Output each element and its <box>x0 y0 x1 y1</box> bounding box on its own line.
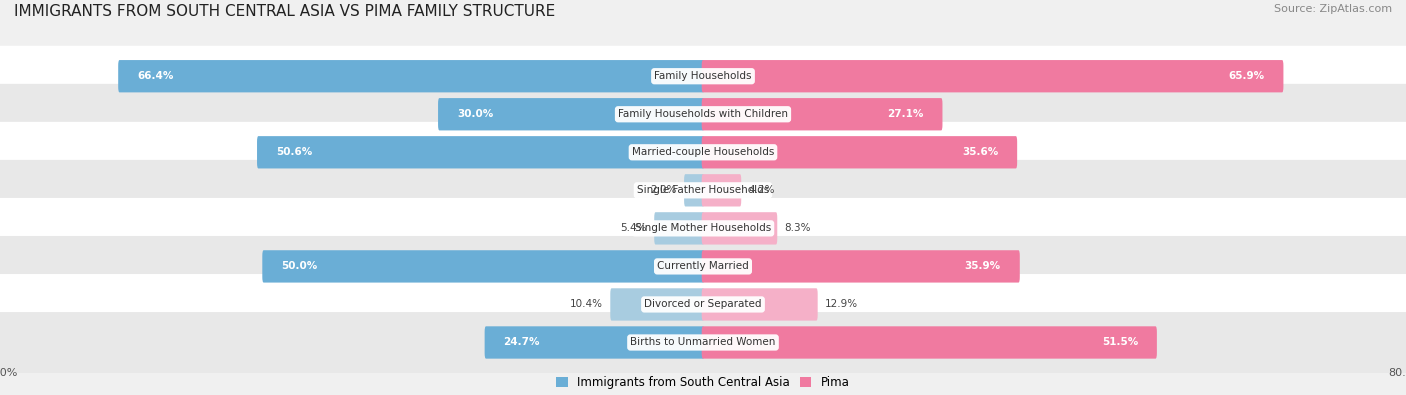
Text: Family Households with Children: Family Households with Children <box>619 109 787 119</box>
FancyBboxPatch shape <box>702 98 942 130</box>
Text: 50.6%: 50.6% <box>276 147 312 157</box>
Text: IMMIGRANTS FROM SOUTH CENTRAL ASIA VS PIMA FAMILY STRUCTURE: IMMIGRANTS FROM SOUTH CENTRAL ASIA VS PI… <box>14 4 555 19</box>
FancyBboxPatch shape <box>702 212 778 245</box>
Text: 65.9%: 65.9% <box>1229 71 1264 81</box>
Text: 5.4%: 5.4% <box>620 223 647 233</box>
Text: 12.9%: 12.9% <box>825 299 858 309</box>
FancyBboxPatch shape <box>0 84 1406 145</box>
Text: 30.0%: 30.0% <box>457 109 494 119</box>
Text: 27.1%: 27.1% <box>887 109 924 119</box>
Text: 2.0%: 2.0% <box>650 185 676 196</box>
Text: Single Mother Households: Single Mother Households <box>636 223 770 233</box>
FancyBboxPatch shape <box>263 250 704 282</box>
FancyBboxPatch shape <box>702 288 818 321</box>
FancyBboxPatch shape <box>485 326 704 359</box>
Text: Source: ZipAtlas.com: Source: ZipAtlas.com <box>1274 4 1392 14</box>
FancyBboxPatch shape <box>702 136 1017 168</box>
Text: 50.0%: 50.0% <box>281 261 318 271</box>
FancyBboxPatch shape <box>654 212 704 245</box>
Text: 35.6%: 35.6% <box>962 147 998 157</box>
FancyBboxPatch shape <box>439 98 704 130</box>
Text: Single Father Households: Single Father Households <box>637 185 769 196</box>
FancyBboxPatch shape <box>0 236 1406 297</box>
Text: Births to Unmarried Women: Births to Unmarried Women <box>630 337 776 348</box>
Text: Married-couple Households: Married-couple Households <box>631 147 775 157</box>
FancyBboxPatch shape <box>0 312 1406 373</box>
FancyBboxPatch shape <box>0 122 1406 183</box>
FancyBboxPatch shape <box>0 46 1406 107</box>
FancyBboxPatch shape <box>118 60 704 92</box>
Text: 35.9%: 35.9% <box>965 261 1001 271</box>
FancyBboxPatch shape <box>610 288 704 321</box>
FancyBboxPatch shape <box>0 198 1406 259</box>
Legend: Immigrants from South Central Asia, Pima: Immigrants from South Central Asia, Pima <box>557 376 849 389</box>
FancyBboxPatch shape <box>0 160 1406 221</box>
Text: Divorced or Separated: Divorced or Separated <box>644 299 762 309</box>
FancyBboxPatch shape <box>702 326 1157 359</box>
FancyBboxPatch shape <box>257 136 704 168</box>
FancyBboxPatch shape <box>702 174 741 207</box>
FancyBboxPatch shape <box>685 174 704 207</box>
Text: 24.7%: 24.7% <box>503 337 540 348</box>
FancyBboxPatch shape <box>702 250 1019 282</box>
Text: 66.4%: 66.4% <box>136 71 173 81</box>
FancyBboxPatch shape <box>0 274 1406 335</box>
Text: Currently Married: Currently Married <box>657 261 749 271</box>
Text: 51.5%: 51.5% <box>1102 337 1137 348</box>
Text: Family Households: Family Households <box>654 71 752 81</box>
Text: 8.3%: 8.3% <box>785 223 811 233</box>
Text: 10.4%: 10.4% <box>569 299 603 309</box>
Text: 4.2%: 4.2% <box>749 185 775 196</box>
FancyBboxPatch shape <box>702 60 1284 92</box>
